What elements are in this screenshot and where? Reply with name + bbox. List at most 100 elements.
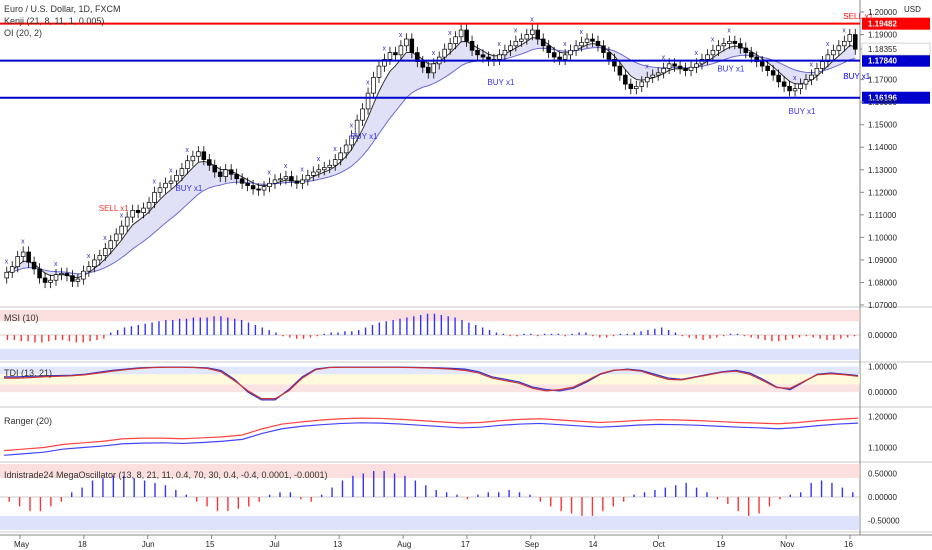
candle (705, 54, 710, 60)
signal-label: BUY x1 (487, 78, 515, 87)
candle (694, 63, 699, 68)
x-tick-label: May (14, 540, 29, 549)
overbought-marker: x (580, 29, 584, 36)
overbought-marker: x (54, 261, 58, 268)
y-tick-label: 0.00000 (868, 493, 897, 502)
candle (831, 49, 836, 56)
level-badge-text: 1.19482 (868, 20, 897, 29)
overbought-marker: x (103, 235, 107, 242)
y-tick-label: 1.19000 (868, 31, 897, 40)
candle (420, 61, 426, 68)
msi-pane[interactable]: 0.00000 (0, 310, 897, 360)
y-tick-label: 1.20000 (868, 8, 897, 17)
overbought-marker: x (662, 55, 666, 62)
candle (447, 43, 453, 50)
candle (847, 34, 853, 42)
candle (425, 66, 431, 74)
x-tick-label: 18 (78, 540, 87, 549)
tdi-pane[interactable]: 1.00000 0.00000 (0, 363, 897, 401)
upper-band (0, 310, 860, 322)
overbought-marker: x (268, 170, 272, 177)
x-tick-label: 19 (716, 540, 725, 549)
x-tick-label: Nov (780, 540, 794, 549)
candle (113, 233, 119, 242)
candle (168, 180, 174, 184)
signal-label: SELL x1 (99, 204, 129, 213)
candle (623, 74, 628, 85)
y-tick-label: 1.07000 (868, 301, 897, 310)
candle (442, 48, 447, 58)
candle (480, 54, 486, 58)
overbought-marker: x (645, 64, 649, 71)
signal-label: SELL x1 (843, 12, 873, 21)
y-tick-label: 0.00000 (868, 331, 897, 340)
kenji-slow-line (6, 47, 856, 275)
candle (141, 207, 146, 213)
candle (261, 186, 267, 191)
overbought-marker: x (448, 30, 452, 37)
candle (31, 261, 37, 270)
candle (770, 70, 776, 76)
overbought-marker: x (497, 41, 501, 48)
candle (245, 182, 250, 186)
candle (508, 45, 513, 51)
candle (535, 29, 541, 40)
kenji-indicator-label: Kenji (21, 8, 11, 1, 0.005) (4, 16, 104, 26)
candle (431, 63, 437, 74)
candle (644, 77, 650, 83)
candle (327, 164, 332, 168)
candle (103, 248, 108, 256)
candle (590, 38, 595, 42)
candle (502, 49, 508, 56)
overbought-marker: x (809, 61, 813, 68)
candle (836, 45, 842, 51)
candle (239, 178, 245, 184)
mega-pane[interactable]: 0.50000 0.00000 -0.50000 (0, 464, 900, 530)
signal-label: BUY x1 (843, 72, 871, 81)
candle (557, 56, 562, 60)
x-tick-label: 14 (589, 540, 598, 549)
time-x-axis: May 18 Jun 15 Jul 13 Aug 17 Sep 14 Oct 19 Nov 16 (14, 535, 853, 549)
oscillator-line (4, 366, 859, 400)
candle (289, 176, 294, 182)
candle (759, 61, 765, 67)
candle (497, 54, 502, 60)
candle (469, 40, 475, 51)
x-tick-label: Jul (269, 540, 279, 549)
candle (513, 40, 519, 47)
candle (283, 176, 289, 180)
x-tick-label: 16 (844, 540, 853, 549)
candle (787, 86, 792, 92)
x-tick-label: Jun (142, 540, 155, 549)
y-tick-label: 1.10000 (868, 444, 897, 453)
overbought-marker: x (711, 37, 715, 44)
candle (321, 167, 327, 171)
candle (573, 45, 579, 51)
candle (97, 255, 103, 261)
ranger-pane[interactable]: 1.20000 1.10000 (3, 412, 897, 456)
candle (530, 29, 535, 35)
candle (743, 47, 749, 53)
overbought-marker: x (120, 212, 124, 219)
candle (540, 38, 546, 47)
candle (53, 274, 59, 281)
currency-label: USD (904, 5, 921, 14)
symbol-title: Euro / U.S. Dollar, 1D, FXCM (4, 4, 121, 14)
candle (727, 40, 732, 44)
signal-label: BUY x1 (351, 132, 379, 141)
candle (365, 92, 371, 110)
overbought-marker: x (826, 41, 830, 48)
y-tick-label: 1.14000 (868, 143, 897, 152)
lower-band (0, 348, 860, 360)
candle (135, 209, 141, 213)
candle (234, 173, 239, 180)
price-pane[interactable]: x x x x x x x x x x x x x x x x x x x x x x x x x x x x x x x x x x 1.1948… (0, 12, 930, 289)
candle (338, 152, 343, 160)
candle (174, 175, 179, 182)
overbought-marker: x (350, 122, 354, 129)
candle (294, 180, 300, 184)
candle (595, 40, 601, 47)
candle (393, 52, 398, 56)
candle (354, 119, 360, 137)
